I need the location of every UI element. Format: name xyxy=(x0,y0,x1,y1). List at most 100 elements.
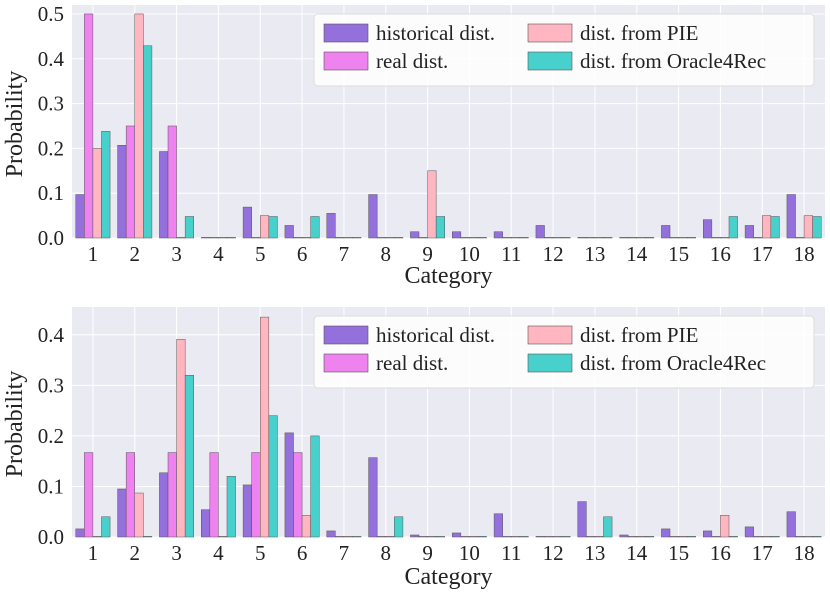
bar-historical-18 xyxy=(786,511,796,538)
bar-oracle-14 xyxy=(645,536,655,538)
bar-historical-17 xyxy=(744,526,754,538)
x-tick-label: 11 xyxy=(501,242,521,266)
x-tick-label: 18 xyxy=(794,541,815,565)
legend: historical dist. real dist. dist. from PIE… xyxy=(313,315,815,389)
x-tick-label: 16 xyxy=(710,242,731,266)
bar-pie-7 xyxy=(343,237,353,239)
bar-pie-17 xyxy=(762,215,772,239)
bar-real-2 xyxy=(125,125,135,239)
bar-oracle-12 xyxy=(561,237,571,239)
bar-real-8 xyxy=(376,536,387,538)
chart-panel-top: 0.00.10.20.30.40.51 2 3 4 5 6 7 8 9 10 11 12 13 14 15 1… xyxy=(2,2,825,289)
y-tick-label: 0.1 xyxy=(38,474,64,498)
bar-oracle-13 xyxy=(603,516,613,538)
bar-pie-16 xyxy=(720,237,730,239)
bar-oracle-18 xyxy=(812,536,822,538)
legend-label-pie: dist. from PIE xyxy=(580,323,698,347)
bar-real-4 xyxy=(209,237,219,239)
bar-pie-8 xyxy=(385,237,395,239)
bar-oracle-4 xyxy=(226,237,236,239)
x-tick-label: 6 xyxy=(297,541,308,565)
chart-panel-bottom: 0.00.10.20.30.41 2 3 4 5 6 7 8 9 10 11 12 13 14 15 16 17… xyxy=(2,307,825,590)
bar-pie-2 xyxy=(134,13,144,239)
x-tick-label: 12 xyxy=(543,242,564,266)
bar-real-1 xyxy=(84,13,94,239)
bar-real-6 xyxy=(293,237,303,239)
bar-real-1 xyxy=(84,452,94,538)
bar-pie-11 xyxy=(511,237,521,239)
bar-pie-13 xyxy=(594,237,604,239)
bar-real-14 xyxy=(627,237,637,239)
bar-historical-7 xyxy=(326,213,336,239)
bar-historical-9 xyxy=(410,231,420,239)
bar-oracle-8 xyxy=(394,237,404,239)
legend-swatch-pie xyxy=(527,325,573,345)
bar-historical-14 xyxy=(619,534,629,538)
bar-oracle-9 xyxy=(435,536,445,538)
bar-real-16 xyxy=(711,536,721,538)
bar-pie-12 xyxy=(552,536,562,538)
x-tick-label: 17 xyxy=(752,242,773,266)
x-tick-label: 2 xyxy=(130,242,141,266)
bar-pie-12 xyxy=(552,237,562,239)
bar-historical-9 xyxy=(410,534,420,538)
legend-label-real: real dist. xyxy=(376,49,448,73)
bar-historical-17 xyxy=(744,225,754,239)
x-tick-label: 2 xyxy=(130,541,141,565)
bar-historical-8 xyxy=(368,457,378,538)
bar-oracle-11 xyxy=(519,536,529,538)
bar-real-9 xyxy=(418,536,428,538)
bar-pie-5 xyxy=(260,316,270,538)
x-tick-label: 4 xyxy=(213,242,224,266)
legend-box xyxy=(313,13,815,87)
bar-historical-2 xyxy=(117,145,127,239)
legend-swatch-pie xyxy=(527,23,573,43)
bar-historical-5 xyxy=(242,206,252,239)
bar-real-7 xyxy=(335,237,345,239)
bar-oracle-15 xyxy=(686,237,696,239)
legend-label-historical: historical dist. xyxy=(376,21,495,45)
bar-historical-12 xyxy=(535,536,545,538)
bar-historical-3 xyxy=(159,472,169,538)
y-tick-label: 0.0 xyxy=(38,525,64,549)
x-tick-label: 8 xyxy=(381,541,392,565)
bar-pie-1 xyxy=(92,536,102,538)
x-tick-label: 15 xyxy=(668,541,689,565)
bar-pie-1 xyxy=(92,148,102,239)
bar-historical-10 xyxy=(452,231,462,239)
bar-real-12 xyxy=(544,237,554,239)
x-tick-label: 5 xyxy=(255,242,266,266)
bar-oracle-17 xyxy=(770,216,780,239)
bar-historical-6 xyxy=(284,432,294,538)
bar-pie-18 xyxy=(803,215,813,239)
legend-label-real: real dist. xyxy=(376,351,448,375)
bar-oracle-2 xyxy=(143,45,153,239)
bar-historical-1 xyxy=(75,528,85,538)
bar-historical-12 xyxy=(535,225,545,239)
bar-oracle-8 xyxy=(394,516,404,538)
bar-real-3 xyxy=(167,452,177,538)
bar-oracle-15 xyxy=(686,536,696,538)
bar-historical-10 xyxy=(452,532,462,538)
x-tick-label: 15 xyxy=(668,242,689,266)
bar-historical-16 xyxy=(703,530,713,538)
x-tick-label: 14 xyxy=(626,242,648,266)
y-tick-label: 0.4 xyxy=(38,47,65,71)
legend-label-pie: dist. from PIE xyxy=(580,21,698,45)
bar-pie-9 xyxy=(427,170,437,239)
bar-pie-14 xyxy=(636,237,646,239)
bar-real-7 xyxy=(335,536,345,538)
bar-historical-13 xyxy=(577,501,587,538)
x-tick-label: 18 xyxy=(794,242,815,266)
bar-real-4 xyxy=(209,452,219,538)
x-tick-label: 9 xyxy=(422,242,433,266)
bar-real-3 xyxy=(167,125,177,239)
bar-real-10 xyxy=(460,536,470,538)
bar-pie-13 xyxy=(594,536,604,538)
bar-pie-3 xyxy=(176,339,186,538)
bar-historical-3 xyxy=(159,151,169,239)
bar-historical-8 xyxy=(368,194,378,239)
y-tick-label: 0.3 xyxy=(38,92,64,116)
y-tick-label: 0.4 xyxy=(38,323,65,347)
bar-oracle-16 xyxy=(728,216,738,239)
